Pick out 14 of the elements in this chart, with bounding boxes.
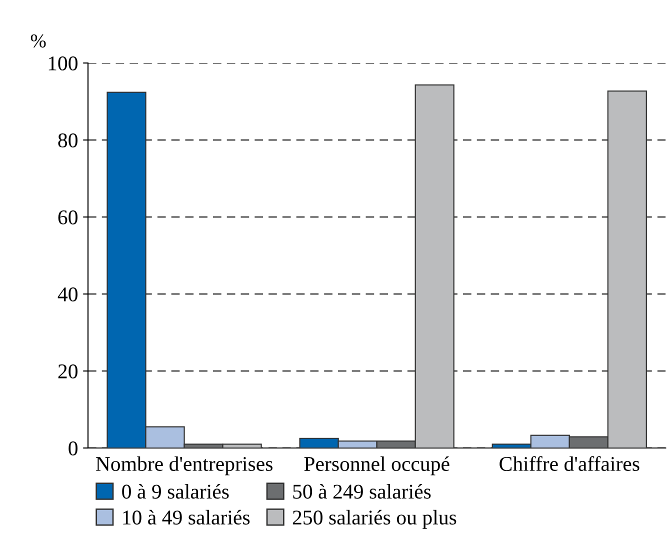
x-tick-label: Nombre d'entreprises <box>96 456 272 476</box>
y-tick-label: 60 <box>58 210 78 224</box>
x-tick-label: Chiffre d'affaires <box>500 456 640 471</box>
legend-label: 250 salariés ou plus <box>292 510 456 529</box>
y-tick-label: 40 <box>58 287 78 302</box>
y-tick-label: 0 <box>68 441 78 456</box>
y-tick-label: 100 <box>48 56 78 70</box>
legend-label: 0 à 9 salariés <box>122 484 229 499</box>
x-tick-label: Personnel occupé <box>304 456 450 476</box>
y-axis-title: % <box>30 34 46 48</box>
legend-label: 10 à 49 salariés <box>123 510 250 525</box>
y-tick-label: 80 <box>58 133 78 148</box>
legend-label: 50 à 249 salariés <box>293 484 431 499</box>
y-tick-label: 20 <box>58 364 78 378</box>
